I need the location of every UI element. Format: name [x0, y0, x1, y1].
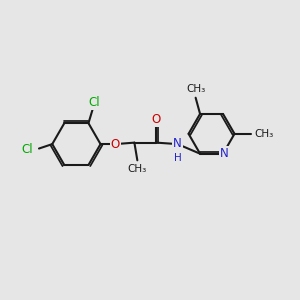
Text: H: H [174, 153, 182, 163]
Text: CH₃: CH₃ [128, 164, 147, 174]
Text: N: N [220, 147, 229, 160]
Text: Cl: Cl [88, 96, 100, 109]
Text: O: O [111, 138, 120, 151]
Text: N: N [173, 137, 182, 150]
Text: CH₃: CH₃ [254, 129, 274, 139]
Text: CH₃: CH₃ [186, 84, 205, 94]
Text: O: O [152, 112, 161, 126]
Text: Cl: Cl [21, 143, 32, 157]
